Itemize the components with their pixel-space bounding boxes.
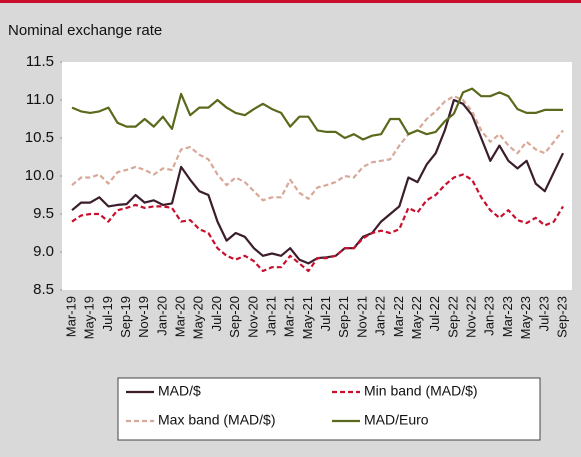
legend-label: Max band (MAD/$) [158,412,275,428]
line-series [71,95,564,202]
legend-box [117,377,541,441]
x-tick-label: Sep-22 [445,296,460,338]
x-tick-label: Jul-21 [318,296,333,331]
x-tick-label: Jul-20 [209,296,224,331]
plot-area [62,62,572,290]
line-series [71,173,564,273]
x-tick-label: Mar-22 [391,296,406,337]
x-tick-label: Jan-21 [263,296,278,336]
x-tick-label: Sep-23 [554,296,569,338]
legend-label: Min band (MAD/$) [364,383,478,399]
x-tick-label: May-20 [191,296,206,339]
x-tick-label: Sep-19 [118,296,133,338]
x-tick-label: Nov-21 [354,296,369,338]
x-tick-label: May-19 [82,296,97,339]
x-tick-label: Mar-20 [173,296,188,337]
y-tick-label: 9.5 [33,205,54,222]
y-tick-label: 9.0 [33,243,54,260]
top-rule [0,0,581,3]
y-tick-label: 10.0 [25,167,54,184]
x-tick-label: Jul-19 [100,296,115,331]
x-tick-label: Nov-19 [136,296,151,338]
x-tick-label: Jan-22 [373,296,388,336]
x-tick-label: Sep-21 [336,296,351,338]
line-series [71,87,563,141]
x-tick-label: Mar-21 [282,296,297,337]
x-tick-label: Nov-20 [245,296,260,338]
x-tick-label: May-23 [518,296,533,339]
y-tick-label: 11.5 [26,53,54,70]
x-tick-label: Sep-20 [227,296,242,338]
y-tick-label: 10.5 [25,129,54,146]
x-tick-label: May-22 [409,296,424,339]
x-tick-label: Jan-20 [154,296,169,336]
x-tick-label: Jul-22 [427,296,442,331]
x-tick-label: Nov-22 [464,296,479,338]
x-tick-label: Mar-19 [63,296,78,337]
chart-title: Nominal exchange rate [8,22,162,39]
x-tick-label: Jul-23 [536,296,551,331]
x-tick-label: May-21 [300,296,315,339]
y-tick-label: 11.0 [26,91,54,108]
x-tick-label: Jan-23 [482,296,497,336]
x-tick-label: Mar-23 [500,296,515,337]
legend-label: MAD/Euro [364,412,429,428]
legend-label: MAD/$ [158,383,201,399]
y-tick-label: 8.5 [33,281,54,298]
